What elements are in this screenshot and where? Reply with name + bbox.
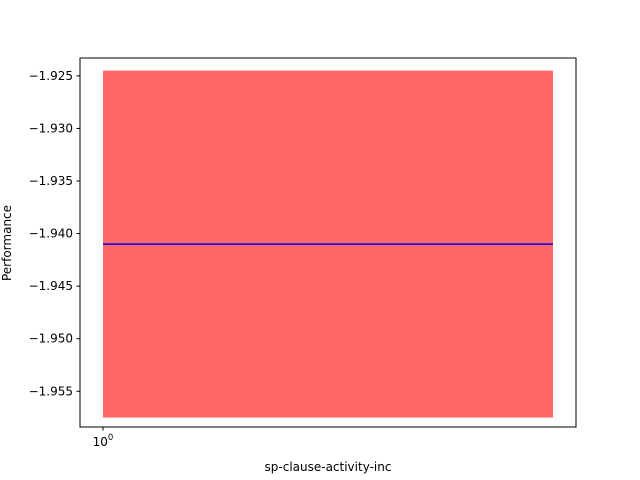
x-axis-label: sp-clause-activity-inc (265, 460, 392, 474)
y-tick-label: −1.930 (29, 121, 73, 135)
y-tick-label: −1.935 (29, 174, 73, 188)
x-tick-label: 100 (93, 433, 114, 449)
y-tick-label: −1.940 (29, 227, 73, 241)
axes-frame (79, 57, 577, 428)
y-tick-label: −1.945 (29, 279, 73, 293)
y-axis-label: Performance (0, 205, 14, 281)
y-tick-label: −1.925 (29, 69, 73, 83)
y-tick-label: −1.950 (29, 332, 73, 346)
x-axis: 100 (93, 427, 114, 449)
y-tick-label: −1.955 (29, 384, 73, 398)
y-axis: −1.925 −1.930 −1.935 −1.940 −1.945 −1.950 −1.9… (29, 69, 80, 398)
